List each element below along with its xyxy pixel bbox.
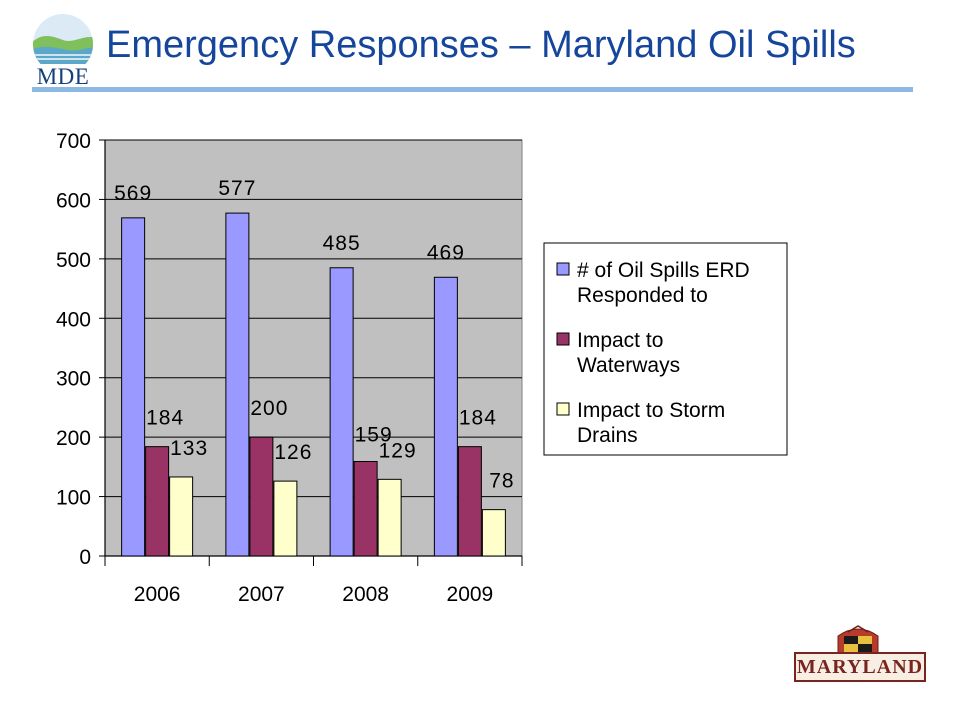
data-label: 184 [459, 407, 497, 430]
slide-title: Emergency Responses – Maryland Oil Spill… [106, 24, 856, 66]
bar-3 [481, 509, 506, 557]
maryland-wordmark: MARYLAND [794, 652, 926, 682]
legend-label: Impact to Storm Drains [577, 399, 725, 447]
data-label: 200 [250, 397, 288, 420]
bar-2 [457, 446, 482, 557]
x-tick-label: 2006 [134, 583, 181, 606]
bar-3 [377, 478, 402, 557]
x-tick-label: 2007 [238, 583, 285, 606]
y-tick-label: 400 [56, 308, 91, 331]
mde-logo: MDE [30, 14, 96, 89]
bar-1 [329, 267, 354, 557]
legend-swatch-3 [556, 402, 570, 416]
y-tick-label: 200 [56, 427, 91, 450]
title-underline [32, 87, 913, 92]
data-label: 577 [218, 177, 256, 200]
maryland-logo: MARYLAND [790, 622, 926, 686]
data-label: 569 [114, 182, 152, 205]
x-tick-label: 2009 [447, 583, 494, 606]
data-label: 133 [170, 437, 208, 460]
data-label: 78 [489, 470, 514, 493]
legend-label: # of Oil Spills ERD Responded to [577, 259, 750, 307]
y-tick-label: 500 [56, 249, 91, 272]
bar-3 [273, 480, 298, 557]
legend-label: Impact to Waterways [577, 329, 680, 377]
bar-3 [169, 476, 194, 557]
legend-swatch-1 [556, 262, 570, 276]
bar-2 [145, 446, 170, 557]
legend-box [543, 242, 788, 456]
data-label: 129 [379, 439, 417, 462]
bar-1 [121, 217, 146, 557]
x-tick-label: 2008 [342, 583, 389, 606]
bar-2 [249, 436, 274, 557]
y-tick-label: 600 [56, 189, 91, 212]
bar-2 [353, 461, 378, 557]
data-label: 485 [323, 232, 361, 255]
data-label: 159 [355, 424, 393, 447]
y-tick-label: 0 [79, 546, 91, 569]
bar-1 [225, 212, 250, 557]
y-tick-label: 300 [56, 368, 91, 391]
mde-logo-text: MDE [36, 64, 90, 89]
mde-landscape-icon [33, 14, 93, 64]
y-tick-label: 700 [56, 130, 91, 153]
data-label: 469 [427, 241, 465, 264]
data-label: 184 [146, 407, 184, 430]
bar-1 [433, 276, 458, 557]
y-tick-label: 100 [56, 487, 91, 510]
legend-swatch-2 [556, 332, 570, 346]
data-label: 126 [274, 441, 312, 464]
maryland-crest-icon [837, 625, 879, 655]
